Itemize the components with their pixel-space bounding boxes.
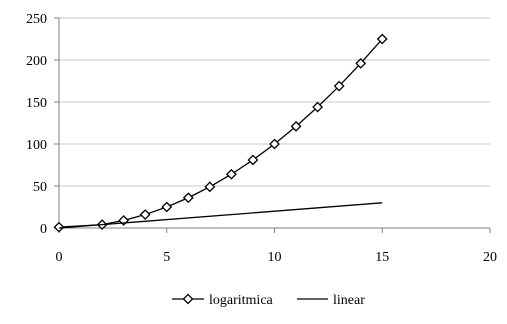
data-point-logaritmica [139, 209, 151, 220]
data-point-logaritmica [182, 192, 194, 204]
y-tick-label: 0 [40, 222, 47, 237]
x-tick-labels: 0 5 10 15 20 [56, 250, 498, 265]
y-tick-label: 50 [33, 180, 47, 195]
data-point-logaritmica [376, 33, 388, 45]
data-point-logaritmica [53, 221, 65, 233]
y-tick-label: 150 [26, 96, 47, 111]
data-point-logaritmica [247, 154, 259, 166]
x-tick-label: 10 [268, 250, 282, 265]
data-point-logaritmica [204, 181, 216, 193]
data-point-logaritmica [225, 168, 237, 180]
grid-lines [59, 17, 490, 187]
y-tick-label: 250 [26, 12, 47, 27]
data-point-logaritmica [355, 57, 367, 69]
series-line-linear [58, 202, 383, 229]
legend-diamond-marker [182, 293, 194, 305]
x-tick-label: 0 [56, 250, 63, 265]
x-tick-label: 5 [163, 250, 170, 265]
legend-label-linear: linear [333, 293, 365, 308]
series-line-logaritmica [58, 38, 383, 228]
y-tick-label: 200 [26, 54, 47, 69]
data-point-logaritmica [333, 80, 345, 92]
x-tick-label: 15 [375, 250, 389, 265]
data-point-logaritmica [312, 101, 324, 113]
data-point-logaritmica [161, 201, 173, 213]
x-tick-label: 20 [483, 250, 497, 265]
data-point-logaritmica [290, 120, 302, 132]
y-tick-labels: 0 50 100 150 200 250 [26, 12, 47, 237]
legend: logaritmica linear [172, 293, 365, 308]
y-tick-label: 100 [26, 138, 47, 153]
data-point-logaritmica [269, 138, 280, 150]
axes [54, 17, 491, 233]
legend-label-logaritmica: logaritmica [209, 293, 274, 308]
plot-area [53, 33, 388, 233]
